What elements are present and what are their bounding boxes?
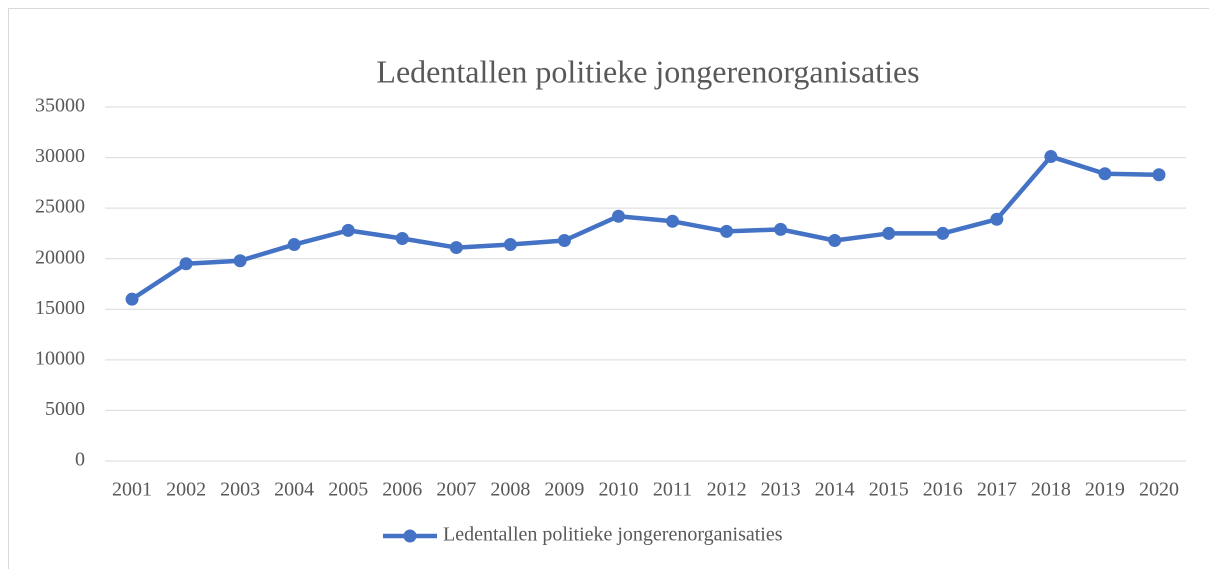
x-tick-label: 2012 [707,479,747,501]
x-tick-label: 2007 [436,479,476,501]
series-line [130,154,1160,302]
y-tick-label: 0 [75,449,85,471]
data-point [287,238,301,252]
x-tick-label: 2004 [274,479,314,501]
data-point [1152,168,1166,182]
data-point [449,241,463,255]
data-point [882,226,896,240]
chart-border [8,8,1209,569]
x-tick-label: 2001 [112,479,152,501]
x-tick-label: 2002 [166,479,206,501]
data-point [125,292,139,306]
x-tick-label: 2018 [1031,479,1071,501]
data-point [611,209,625,223]
x-tick-label: 2017 [977,479,1017,501]
data-point [1098,167,1112,181]
legend-label: Ledentallen politieke jongerenorganisati… [443,524,783,546]
data-point [503,238,517,252]
x-tick-label: 2016 [923,479,963,501]
y-tick-label: 20000 [35,246,85,268]
data-point [720,224,734,238]
data-point [936,226,950,240]
y-tick-label: 15000 [35,297,85,319]
data-point [233,254,247,268]
data-point [990,212,1004,226]
data-point [774,222,788,236]
data-point [341,223,355,237]
chart-title: Ledentallen politieke jongerenorganisati… [376,53,919,89]
data-point [395,231,409,245]
data-point [1044,150,1058,164]
x-tick-label: 2013 [761,479,801,501]
x-tick-label: 2019 [1085,479,1125,501]
x-tick-label: 2003 [220,479,260,501]
x-tick-label: 2009 [544,479,584,501]
y-tick-label: 25000 [35,196,85,218]
x-tick-label: 2005 [328,479,368,501]
x-tick-label: 2014 [815,479,855,501]
data-point [666,214,680,228]
x-tick-label: 2020 [1139,479,1179,501]
x-tick-label: 2011 [653,479,692,501]
data-point [828,234,842,248]
y-tick-label: 30000 [35,145,85,167]
legend-marker [403,529,417,543]
x-tick-label: 2010 [598,479,638,501]
data-point [179,257,193,271]
x-tick-label: 2006 [382,479,422,501]
x-tick-label: 2008 [490,479,530,501]
y-tick-label: 5000 [45,398,85,420]
x-tick-label: 2015 [869,479,909,501]
y-tick-label: 35000 [35,95,85,117]
y-tick-label: 10000 [35,347,85,369]
data-point [557,234,571,248]
